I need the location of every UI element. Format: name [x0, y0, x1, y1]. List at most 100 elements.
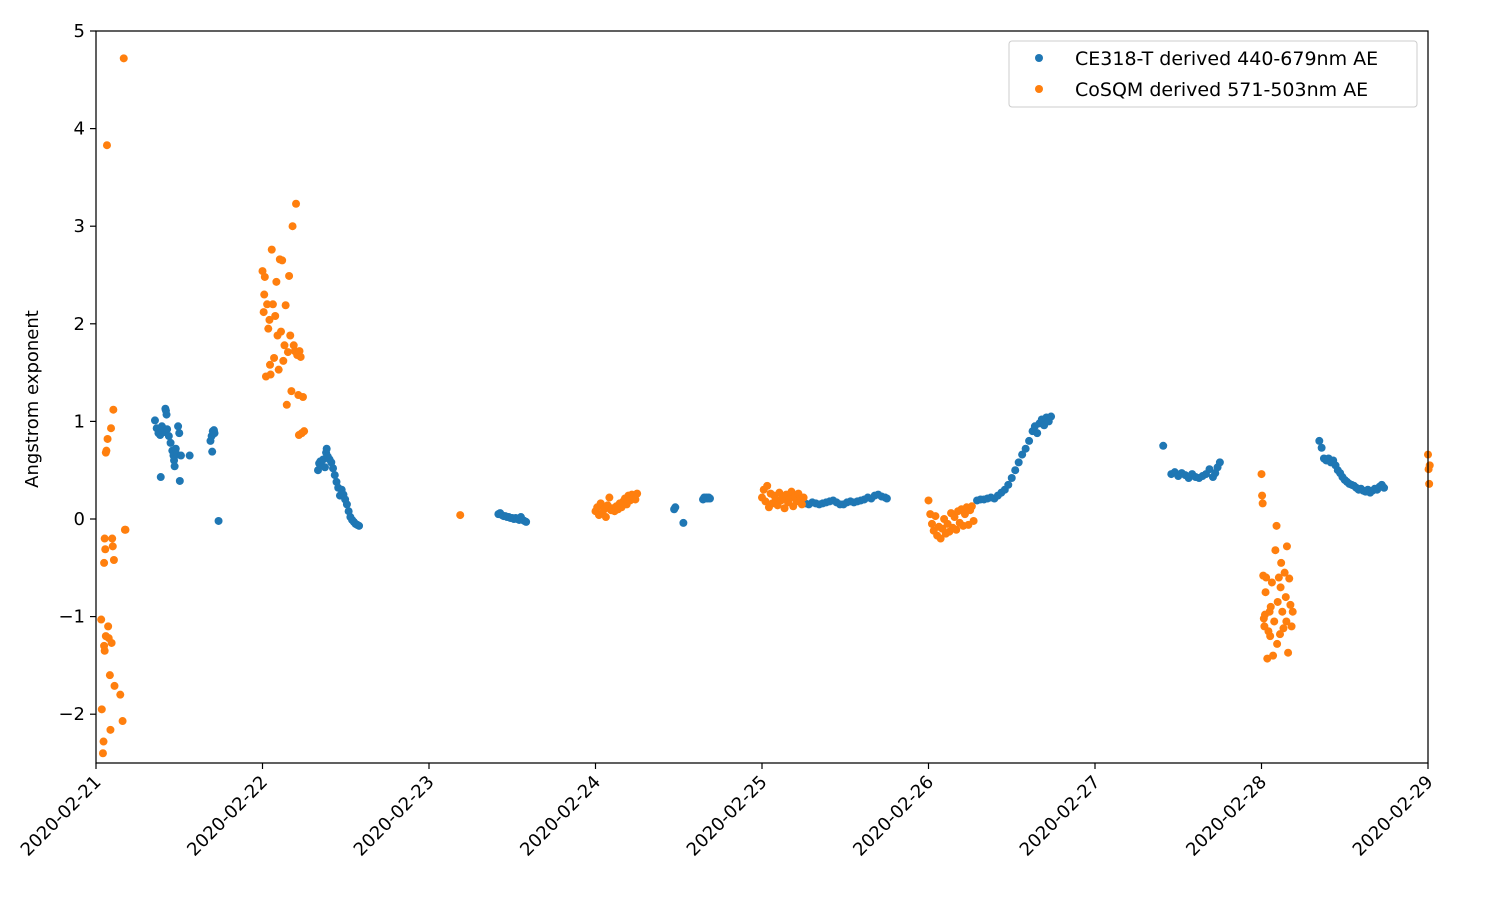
data-point: [185, 451, 194, 460]
data-point: [1267, 578, 1276, 587]
data-point: [1159, 441, 1168, 450]
data-point: [931, 512, 940, 521]
data-point: [121, 525, 130, 534]
data-point: [150, 416, 159, 425]
data-point: [1266, 602, 1275, 611]
data-point: [286, 331, 295, 340]
data-point: [763, 481, 772, 490]
data-point: [175, 476, 184, 485]
data-point: [266, 360, 275, 369]
data-point: [100, 646, 109, 655]
data-point: [705, 494, 714, 503]
data-point: [761, 497, 770, 506]
data-point: [116, 690, 125, 699]
data-point: [952, 525, 961, 534]
data-point: [1380, 483, 1389, 492]
data-point: [1021, 444, 1030, 453]
data-point: [105, 671, 114, 680]
data-point: [601, 513, 610, 522]
data-point: [268, 300, 277, 309]
data-point: [278, 256, 287, 265]
legend-box: [1008, 40, 1418, 108]
data-point: [162, 410, 171, 419]
data-point: [106, 725, 115, 734]
legend-marker-ce318: [1035, 54, 1043, 62]
data-point: [265, 315, 274, 324]
data-point: [797, 500, 806, 509]
data-point: [1279, 624, 1288, 633]
data-point: [1014, 458, 1023, 467]
data-point: [298, 393, 307, 401]
data-point: [605, 493, 614, 502]
data-point: [287, 387, 296, 396]
data-point: [1033, 429, 1042, 438]
data-point: [1257, 470, 1266, 479]
data-point: [329, 464, 338, 473]
data-point: [104, 622, 113, 631]
data-point: [671, 503, 680, 512]
data-point: [969, 516, 978, 525]
y-tick-label: 3: [74, 216, 85, 237]
y-tick-label: 4: [74, 119, 85, 140]
data-point: [176, 451, 185, 460]
data-point: [1004, 480, 1013, 489]
data-point: [101, 545, 110, 554]
data-point: [100, 558, 109, 567]
data-point: [1276, 583, 1285, 592]
data-point: [1288, 607, 1297, 616]
data-point: [271, 311, 280, 320]
data-point: [1273, 639, 1282, 648]
data-point: [99, 737, 108, 746]
data-point: [1269, 651, 1278, 660]
data-point: [272, 277, 281, 286]
data-point: [1215, 458, 1224, 467]
data-point: [320, 463, 329, 472]
data-point: [1317, 443, 1326, 452]
data-point: [97, 615, 106, 624]
data-point: [109, 405, 118, 414]
data-point: [108, 534, 117, 543]
data-point: [100, 534, 109, 543]
data-point: [456, 511, 465, 520]
data-point: [679, 518, 688, 527]
data-point: [264, 324, 273, 333]
data-point: [1047, 412, 1056, 421]
data-point: [210, 429, 219, 438]
data-point: [270, 353, 279, 362]
data-point: [1282, 617, 1291, 626]
series-cosqm: [97, 54, 1434, 758]
data-point: [924, 496, 933, 505]
data-point: [107, 424, 116, 433]
data-point: [355, 521, 364, 530]
data-point: [279, 356, 288, 365]
data-point: [175, 429, 184, 438]
data-point: [1425, 461, 1434, 470]
data-point: [101, 632, 110, 641]
legend-label-cosqm: CoSQM derived 571-503nm AE: [1075, 79, 1368, 101]
data-point: [108, 542, 117, 551]
legend-label-ce318: CE318-T derived 440-679nm AE: [1075, 48, 1378, 70]
data-point: [164, 432, 173, 441]
data-point: [260, 290, 269, 299]
data-point: [1266, 632, 1275, 641]
data-point: [1018, 450, 1027, 459]
data-point: [1258, 491, 1267, 500]
data-point: [1011, 466, 1020, 475]
y-tick-label: 5: [74, 21, 85, 42]
data-point: [296, 352, 305, 361]
data-point: [1025, 436, 1034, 445]
data-point: [280, 341, 289, 350]
data-point: [277, 327, 285, 336]
data-point: [1282, 542, 1291, 551]
data-point: [208, 447, 217, 456]
data-point: [1276, 630, 1284, 639]
data-point: [967, 502, 976, 511]
data-point: [1278, 607, 1287, 616]
data-point: [98, 749, 107, 758]
y-tick-label: −1: [58, 607, 85, 628]
data-point: [950, 513, 959, 522]
data-point: [330, 471, 339, 480]
data-point: [97, 705, 106, 714]
data-point: [103, 434, 112, 443]
